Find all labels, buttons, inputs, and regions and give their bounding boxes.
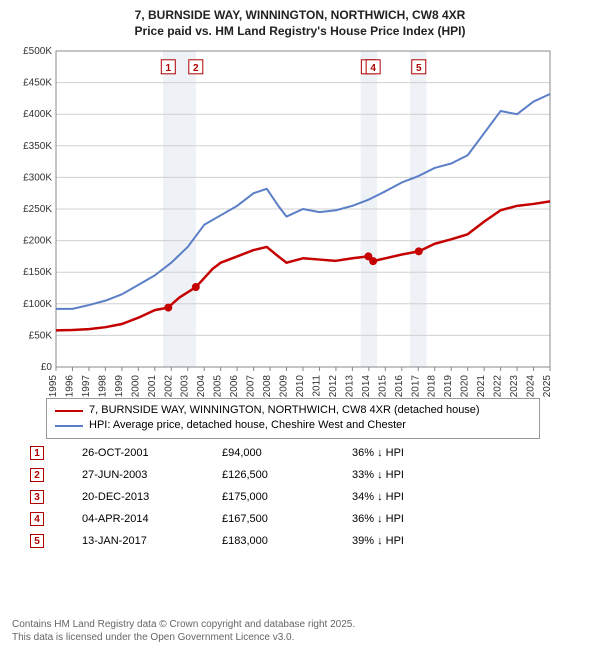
svg-text:£150K: £150K [23,267,52,278]
svg-text:2025: 2025 [542,375,553,398]
svg-text:2002: 2002 [163,375,174,398]
svg-text:2007: 2007 [246,375,257,398]
svg-text:2017: 2017 [410,375,421,398]
svg-text:2020: 2020 [460,375,471,398]
svg-text:2005: 2005 [213,375,224,398]
sale-marker: 1 [30,446,44,460]
legend-label: HPI: Average price, detached house, Ches… [89,418,406,433]
svg-text:1997: 1997 [81,375,92,398]
svg-text:2014: 2014 [361,375,372,398]
sale-marker: 2 [30,468,44,482]
svg-text:2015: 2015 [377,375,388,398]
sale-price: £175,000 [222,491,332,503]
sale-price: £183,000 [222,535,332,547]
sale-pct: 36% ↓ HPI [352,513,472,525]
svg-text:1996: 1996 [64,375,75,398]
svg-text:1998: 1998 [97,375,108,398]
sale-marker: 5 [30,534,44,548]
svg-text:2000: 2000 [130,375,141,398]
svg-text:2003: 2003 [180,375,191,398]
svg-text:£50K: £50K [29,331,53,342]
title-line1: 7, BURNSIDE WAY, WINNINGTON, NORTHWICH, … [10,8,590,24]
svg-text:2: 2 [193,63,199,74]
svg-text:2012: 2012 [328,375,339,398]
svg-text:4: 4 [370,63,376,74]
svg-text:2019: 2019 [443,375,454,398]
svg-text:2022: 2022 [493,375,504,398]
svg-text:2013: 2013 [344,375,355,398]
svg-text:2006: 2006 [229,375,240,398]
sale-pct: 33% ↓ HPI [352,469,472,481]
sale-row: 2 27-JUN-2003 £126,500 33% ↓ HPI [30,464,570,486]
sale-date: 04-APR-2014 [82,513,202,525]
svg-text:1999: 1999 [114,375,125,398]
svg-text:£450K: £450K [23,78,52,89]
sale-row: 3 20-DEC-2013 £175,000 34% ↓ HPI [30,486,570,508]
sale-pct: 39% ↓ HPI [352,535,472,547]
sale-price: £126,500 [222,469,332,481]
svg-text:£200K: £200K [23,236,52,247]
svg-text:2016: 2016 [394,375,405,398]
sale-row: 5 13-JAN-2017 £183,000 39% ↓ HPI [30,530,570,552]
svg-text:£0: £0 [41,362,53,373]
legend-box: 7, BURNSIDE WAY, WINNINGTON, NORTHWICH, … [46,398,540,439]
sale-marker: 4 [30,512,44,526]
sale-price: £167,500 [222,513,332,525]
sale-price: £94,000 [222,447,332,459]
title-line2: Price paid vs. HM Land Registry's House … [10,24,590,40]
svg-text:2023: 2023 [509,375,520,398]
svg-text:£250K: £250K [23,204,52,215]
svg-text:1: 1 [166,63,172,74]
chart-title: 7, BURNSIDE WAY, WINNINGTON, NORTHWICH, … [10,8,590,39]
sale-date: 27-JUN-2003 [82,469,202,481]
svg-text:£500K: £500K [23,46,52,57]
footer-line1: Contains HM Land Registry data © Crown c… [12,618,355,631]
legend-swatch [55,410,83,412]
price-chart: £0 £50K £100K £150K £200K £250K £300K £350K £400… [10,45,590,425]
svg-text:2021: 2021 [476,375,487,398]
svg-text:2001: 2001 [147,375,158,398]
footer-line2: This data is licensed under the Open Gov… [12,631,355,644]
svg-text:1995: 1995 [48,375,59,398]
sale-date: 26-OCT-2001 [82,447,202,459]
svg-text:2010: 2010 [295,375,306,398]
svg-text:2011: 2011 [311,375,322,397]
footer-attribution: Contains HM Land Registry data © Crown c… [12,618,355,644]
chart-area: £0 £50K £100K £150K £200K £250K £300K £350K £400… [10,45,590,425]
svg-text:5: 5 [416,63,422,74]
sale-date: 13-JAN-2017 [82,535,202,547]
sale-pct: 34% ↓ HPI [352,491,472,503]
svg-text:£100K: £100K [23,299,52,310]
sale-pct: 36% ↓ HPI [352,447,472,459]
legend-row: 7, BURNSIDE WAY, WINNINGTON, NORTHWICH, … [55,403,531,418]
svg-text:2004: 2004 [196,375,207,398]
svg-text:2009: 2009 [279,375,290,398]
legend-label: 7, BURNSIDE WAY, WINNINGTON, NORTHWICH, … [89,403,480,418]
legend-row: HPI: Average price, detached house, Ches… [55,418,531,433]
svg-text:2008: 2008 [262,375,273,398]
svg-text:£300K: £300K [23,173,52,184]
svg-text:2024: 2024 [526,375,537,398]
legend-swatch [55,425,83,427]
sale-row: 4 04-APR-2014 £167,500 36% ↓ HPI [30,508,570,530]
sale-table: 1 26-OCT-2001 £94,000 36% ↓ HPI 2 27-JUN-2003… [30,442,570,552]
svg-text:£350K: £350K [23,141,52,152]
sale-marker: 3 [30,490,44,504]
svg-text:£400K: £400K [23,109,52,120]
svg-text:2018: 2018 [427,375,438,398]
sale-date: 20-DEC-2013 [82,491,202,503]
sale-row: 1 26-OCT-2001 £94,000 36% ↓ HPI [30,442,570,464]
